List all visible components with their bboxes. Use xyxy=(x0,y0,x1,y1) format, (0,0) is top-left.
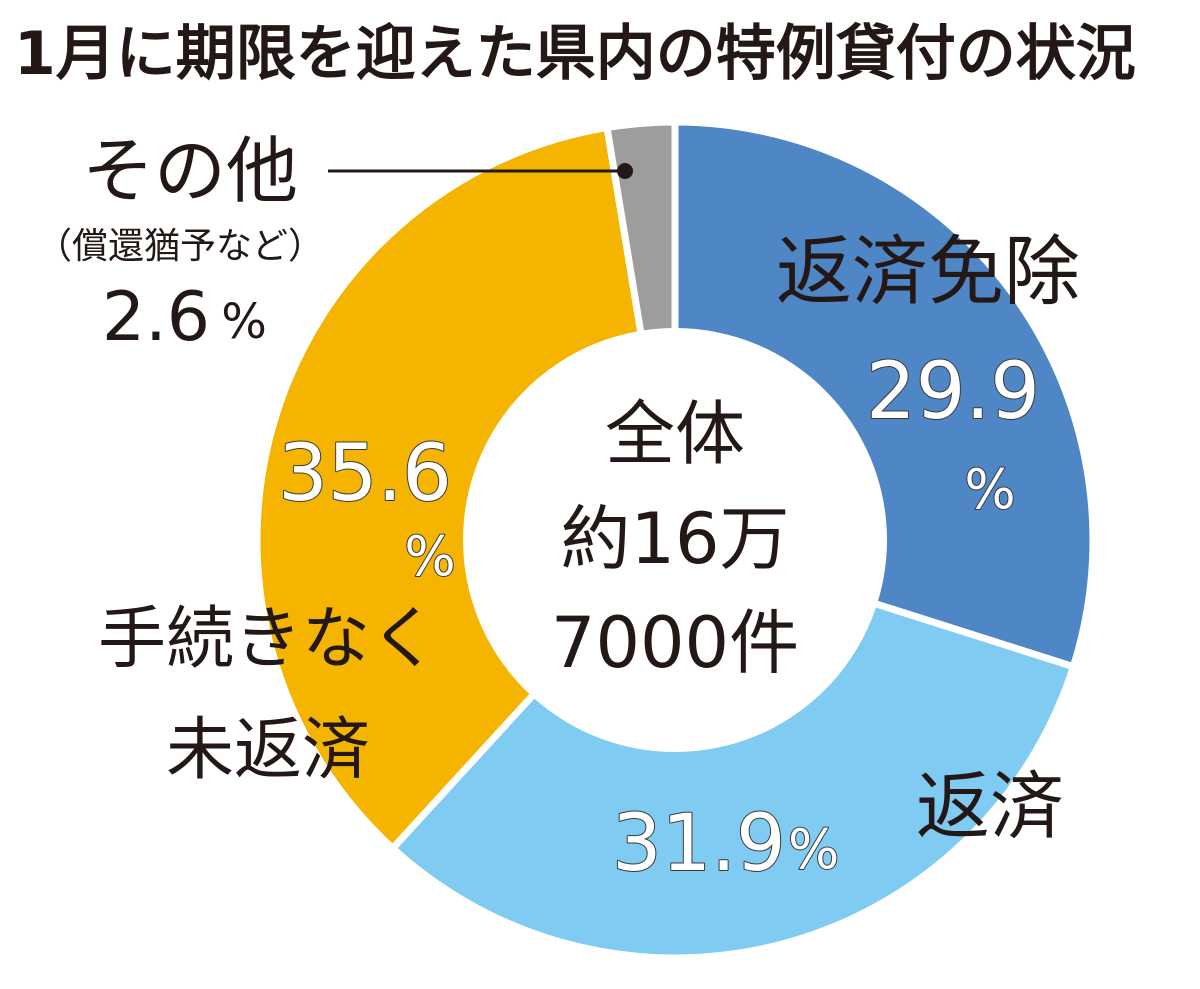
slice-value-repayment-exempt: 29.9 xyxy=(866,347,1040,437)
chart-title: 1月に期限を迎えた県内の特例貸付の状況 xyxy=(14,19,1136,89)
callout-dot-other xyxy=(617,163,633,179)
slice-label-repayment-exempt: 返済免除 xyxy=(776,227,1080,316)
slice-sublabel-other: （償還猶予など） xyxy=(36,226,324,267)
center-total-count: 7000件 xyxy=(551,602,799,684)
donut-hole xyxy=(463,328,887,752)
center-total-label: 全体 xyxy=(605,393,745,475)
slice-unit-repaid: % xyxy=(788,818,839,881)
slice-value-repaid: 31.9 xyxy=(612,799,786,889)
slice-label-unpaid-line2: 未返済 xyxy=(166,711,370,790)
slice-label-repaid: 返済 xyxy=(916,764,1064,850)
slice-label-other: その他 xyxy=(82,129,298,213)
slice-value-unpaid: 35.6 xyxy=(278,429,452,519)
center-total-amount: 約16万 xyxy=(560,498,789,580)
slice-repaid xyxy=(387,535,1078,962)
slice-unit-other: % xyxy=(221,294,267,350)
slice-unit-repayment-exempt: % xyxy=(964,458,1015,521)
slice-label-unpaid-line1: 手続きなく xyxy=(98,600,438,679)
slice-value-other: 2.6 xyxy=(102,278,210,357)
slice-unit-unpaid: % xyxy=(404,525,455,588)
